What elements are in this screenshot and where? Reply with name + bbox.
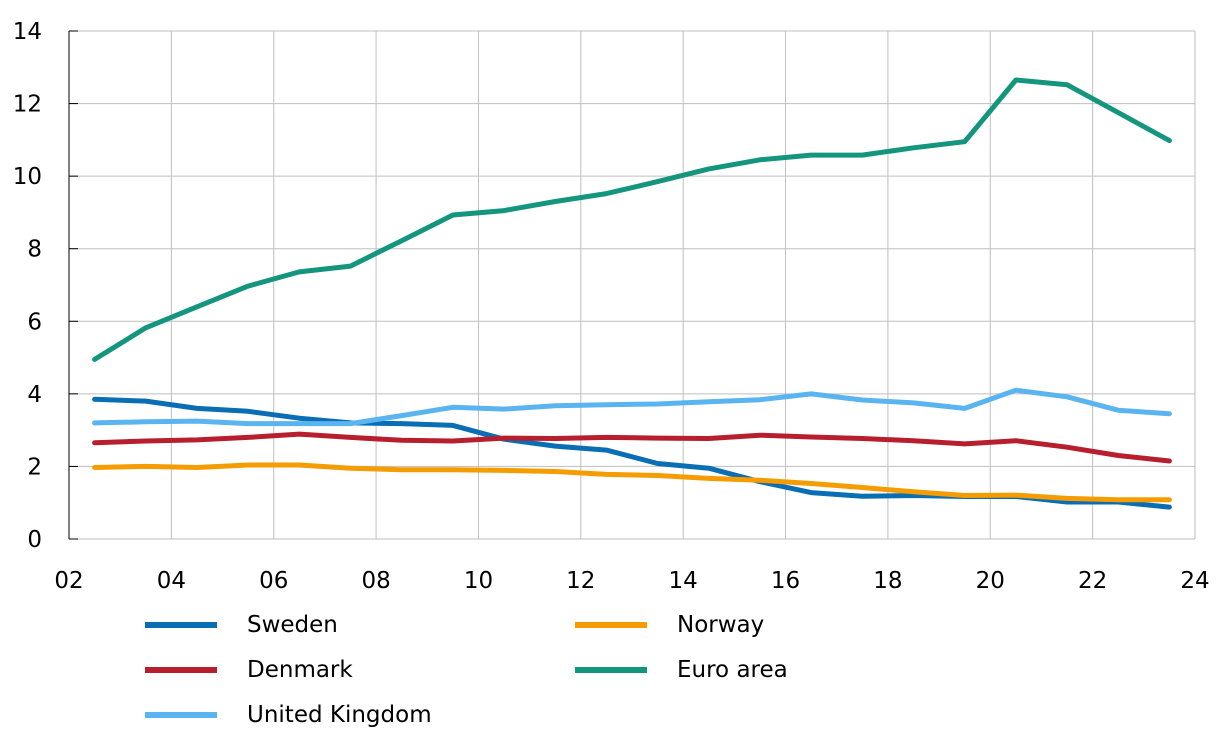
legend-item-euro-area: Euro area bbox=[575, 657, 788, 683]
x-axis-ticks: 02 04 06 08 10 12 14 16 18 20 22 24 bbox=[54, 568, 1209, 594]
x-tick-label: 12 bbox=[566, 568, 595, 594]
x-tick-label: 18 bbox=[873, 568, 902, 594]
y-axis-ticks: 0 2 4 6 8 10 12 14 bbox=[13, 19, 42, 553]
legend-swatch-united-kingdom bbox=[145, 712, 217, 718]
legend-item-norway: Norway bbox=[575, 612, 764, 638]
series-line-denmark bbox=[92, 431, 1172, 464]
legend-swatch-sweden bbox=[145, 622, 217, 628]
legend-item-sweden: Sweden bbox=[145, 612, 338, 638]
series-line-united-kingdom bbox=[92, 387, 1172, 427]
legend-swatch-euro-area bbox=[575, 667, 647, 673]
y-tick-label: 2 bbox=[27, 454, 42, 480]
x-tick-label: 16 bbox=[771, 568, 800, 594]
y-tick-label: 12 bbox=[13, 92, 42, 118]
y-tick-label: 8 bbox=[27, 237, 42, 263]
series-lines bbox=[92, 77, 1172, 510]
x-tick-label: 06 bbox=[259, 568, 288, 594]
series-line-norway bbox=[92, 462, 1172, 503]
legend-swatch-denmark bbox=[145, 667, 217, 673]
legend-label: United Kingdom bbox=[247, 702, 432, 728]
x-tick-label: 08 bbox=[361, 568, 390, 594]
x-tick-label: 02 bbox=[54, 568, 83, 594]
y-tick-label: 10 bbox=[13, 164, 42, 190]
y-tick-label: 6 bbox=[27, 309, 42, 335]
y-tick-label: 4 bbox=[27, 382, 42, 408]
legend-item-denmark: Denmark bbox=[145, 657, 353, 683]
x-tick-label: 22 bbox=[1078, 568, 1107, 594]
legend-label: Euro area bbox=[677, 657, 788, 683]
grid-lines bbox=[69, 30, 1196, 539]
y-tick-label: 14 bbox=[13, 19, 42, 45]
legend-item-united-kingdom: United Kingdom bbox=[145, 702, 432, 728]
legend-swatch-norway bbox=[575, 622, 647, 628]
legend-label: Norway bbox=[677, 612, 765, 638]
x-tick-label: 14 bbox=[669, 568, 698, 594]
y-tick-label: 0 bbox=[27, 527, 42, 553]
x-tick-label: 10 bbox=[464, 568, 493, 594]
series-line-sweden bbox=[92, 396, 1172, 510]
axes bbox=[68, 30, 1195, 540]
legend-label: Sweden bbox=[247, 612, 338, 638]
x-tick-label: 20 bbox=[976, 568, 1005, 594]
legend-label: Denmark bbox=[247, 657, 353, 683]
x-tick-label: 24 bbox=[1180, 568, 1209, 594]
series-line-euro-area bbox=[92, 77, 1172, 362]
x-tick-label: 04 bbox=[157, 568, 186, 594]
